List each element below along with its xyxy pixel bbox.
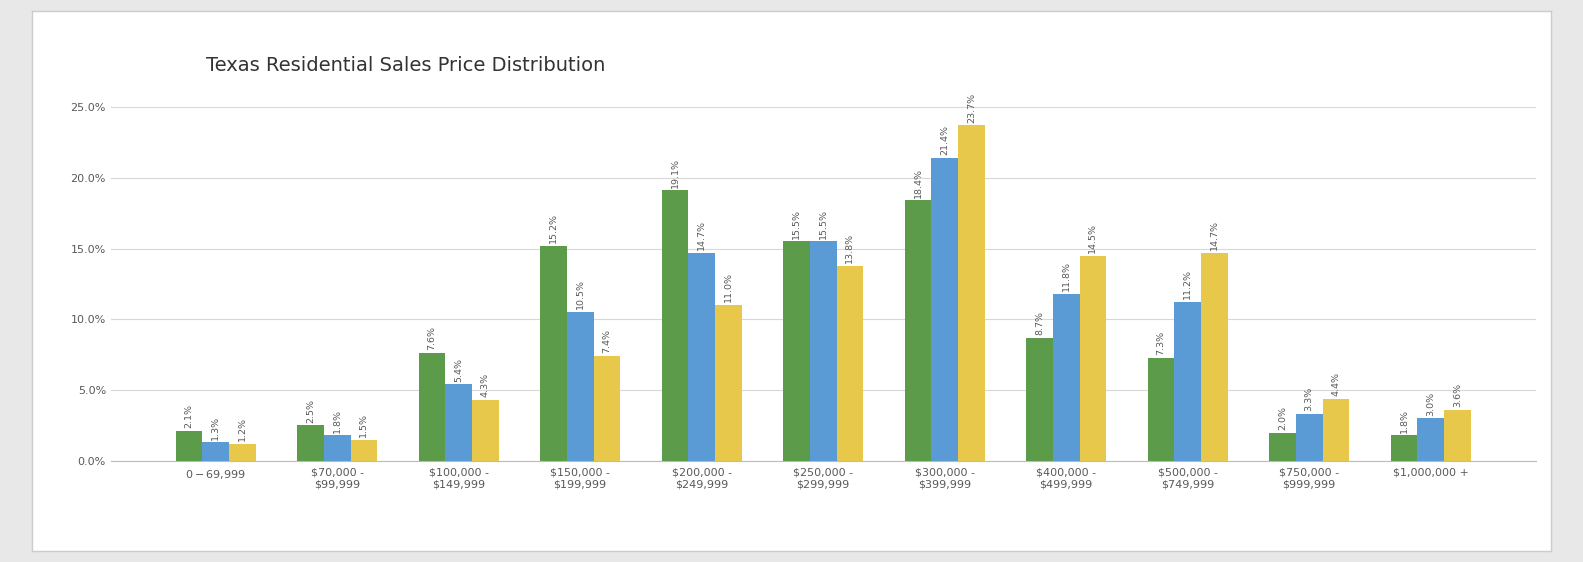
Bar [203,442,230,461]
Bar [904,201,931,461]
Text: 19.1%: 19.1% [671,158,679,188]
Text: 21.4%: 21.4% [940,125,950,155]
Bar [1026,338,1053,461]
Bar [810,242,836,461]
Text: 1.8%: 1.8% [332,409,342,433]
Bar [418,353,445,461]
Bar [594,356,621,461]
Bar [958,125,985,461]
Text: 3.3%: 3.3% [1304,387,1314,411]
Bar [350,439,377,461]
Text: 8.7%: 8.7% [1035,311,1043,335]
Text: 2.1%: 2.1% [185,404,193,428]
Bar [176,431,203,461]
Text: 5.4%: 5.4% [454,357,464,382]
Text: 2.0%: 2.0% [1277,406,1287,430]
Text: 4.4%: 4.4% [1331,371,1341,396]
Bar [472,400,499,461]
Bar [1175,302,1201,461]
Bar [1053,294,1080,461]
Text: 11.2%: 11.2% [1183,270,1192,300]
Text: 1.5%: 1.5% [359,413,369,437]
Bar [567,312,594,461]
Bar [230,444,256,461]
Bar [1417,418,1444,461]
Bar [716,305,742,461]
Bar [325,436,350,461]
Bar [1296,414,1322,461]
Text: 15.5%: 15.5% [818,209,828,239]
Text: 11.0%: 11.0% [723,273,733,302]
Text: Texas Residential Sales Price Distribution: Texas Residential Sales Price Distributi… [206,56,605,75]
Text: 7.6%: 7.6% [427,327,437,351]
Text: 7.3%: 7.3% [1157,330,1165,355]
Bar [784,242,810,461]
Text: 15.5%: 15.5% [792,209,801,239]
Text: 3.6%: 3.6% [1453,383,1461,407]
Bar [1270,433,1296,461]
Bar [1080,256,1107,461]
Text: 1.8%: 1.8% [1399,409,1409,433]
Bar [298,425,325,461]
Text: 2.5%: 2.5% [306,398,315,423]
Bar [1201,253,1228,461]
Bar [689,253,716,461]
Text: 15.2%: 15.2% [549,213,557,243]
Text: 23.7%: 23.7% [967,92,975,123]
Bar [1148,357,1175,461]
Bar [1444,410,1471,461]
Bar [540,246,567,461]
Bar [931,158,958,461]
Text: 14.7%: 14.7% [697,220,706,250]
Text: 4.3%: 4.3% [481,373,489,397]
Bar [1322,398,1349,461]
Text: 14.7%: 14.7% [1209,220,1219,250]
Bar [836,265,863,461]
Text: 3.0%: 3.0% [1426,391,1436,415]
Text: 14.5%: 14.5% [1089,223,1097,253]
Text: 13.8%: 13.8% [845,233,855,262]
Text: 11.8%: 11.8% [1062,261,1070,291]
Bar [1390,436,1417,461]
Text: 18.4%: 18.4% [913,167,923,198]
Text: 1.3%: 1.3% [211,415,220,439]
Text: 10.5%: 10.5% [576,279,584,310]
Text: 1.2%: 1.2% [237,417,247,441]
Bar [445,384,472,461]
Text: 7.4%: 7.4% [603,329,611,353]
Bar [662,191,689,461]
